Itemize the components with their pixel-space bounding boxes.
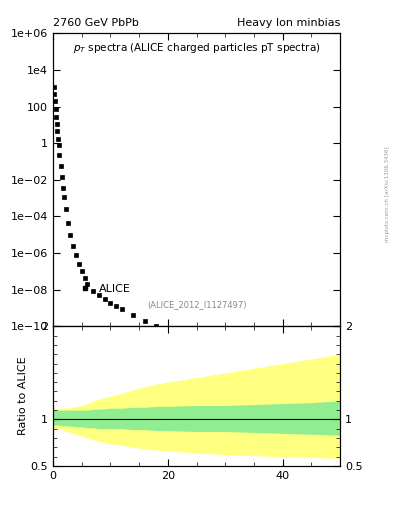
Text: 2760 GeV PbPb: 2760 GeV PbPb [53,18,139,28]
Legend: ALICE: ALICE [70,281,134,297]
Text: (ALICE_2012_I1127497): (ALICE_2012_I1127497) [147,300,246,309]
Text: $p_T$ spectra (ALICE charged particles pT spectra): $p_T$ spectra (ALICE charged particles p… [73,40,320,55]
Text: Heavy Ion minbias: Heavy Ion minbias [237,18,340,28]
Y-axis label: Ratio to ALICE: Ratio to ALICE [18,357,28,435]
Text: mcplots.cern.ch [arXiv:1306.3436]: mcplots.cern.ch [arXiv:1306.3436] [385,147,389,242]
